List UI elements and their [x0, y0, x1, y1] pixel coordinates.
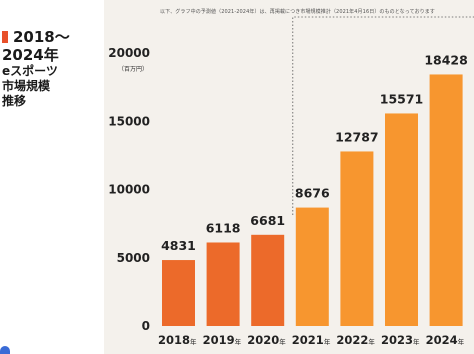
bar-2021 — [295, 207, 329, 326]
x-tick-label-2020: 2020年 — [247, 333, 286, 347]
y-tick-label: 5000 — [117, 251, 150, 265]
chart-title: 2018～ 2024年 eスポーツ 市場規模 推移 — [2, 28, 94, 109]
y-tick-label: 20000 — [108, 46, 150, 60]
y-unit-label: （百万円） — [118, 66, 148, 73]
x-tick-label-2024: 2024年 — [426, 333, 465, 347]
x-tick-label-2019: 2019年 — [203, 333, 242, 347]
bar-2020 — [251, 234, 285, 326]
title-line-years-end: 2024年 — [2, 46, 59, 64]
data-label-2018: 4831 — [161, 238, 196, 253]
title-line-market-size: 市場規模 — [2, 79, 51, 93]
bar-2022 — [340, 151, 374, 326]
y-tick-label: 0 — [142, 319, 150, 333]
corner-tab-mark — [0, 346, 10, 354]
x-tick-label-2021: 2021年 — [292, 333, 331, 347]
forecast-divider-line — [292, 16, 474, 215]
bar-2018 — [162, 260, 195, 326]
title-line-esports: eスポーツ — [2, 64, 58, 78]
y-tick-label: 15000 — [108, 114, 150, 128]
data-label-2022: 12787 — [335, 129, 379, 144]
x-tick-label-2023: 2023年 — [381, 333, 420, 347]
bar-2023 — [385, 113, 418, 327]
data-label-2019: 6118 — [206, 220, 241, 235]
data-label-2023: 15571 — [380, 91, 424, 106]
data-label-2020: 6681 — [250, 213, 285, 228]
title-line-trend: 推移 — [2, 94, 27, 108]
x-tick-label-2018: 2018年 — [158, 333, 197, 347]
x-tick-label-2022: 2022年 — [336, 333, 375, 347]
forecast-note: 以下、グラフ中の予測値（2021-2024年）は、再掲載につき市場規模推計（20… — [160, 9, 435, 15]
data-label-2024: 18428 — [424, 52, 468, 67]
bar-2024 — [429, 74, 463, 327]
title-line-years-start: 2018～ — [13, 28, 70, 46]
title-accent-mark — [2, 31, 8, 43]
bar-2019 — [206, 242, 240, 326]
y-tick-label: 10000 — [108, 183, 150, 197]
data-label-2021: 8676 — [295, 186, 330, 201]
